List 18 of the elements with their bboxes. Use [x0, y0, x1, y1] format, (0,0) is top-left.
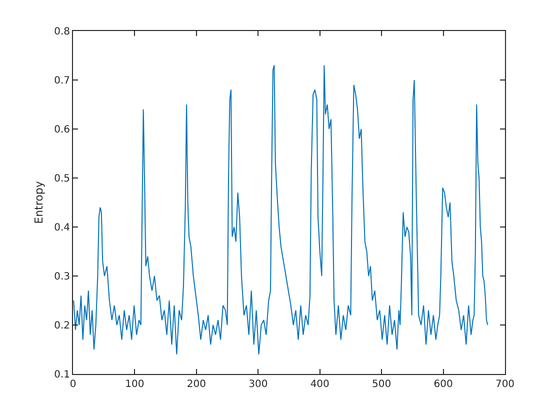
x-tick-label: 0	[70, 379, 76, 390]
line-series	[73, 64, 488, 355]
y-tick-label: 0.2	[54, 320, 70, 332]
y-tick-label: 0.1	[54, 370, 70, 380]
x-tick-label: 700	[495, 379, 515, 390]
x-tick-label: 600	[434, 379, 453, 390]
y-tick-label: 0.8	[54, 26, 70, 38]
x-tick-label: 300	[248, 379, 268, 390]
x-tick-label: 100	[125, 379, 144, 390]
x-tick-label: 500	[372, 379, 392, 390]
x-tick-label: 400	[310, 379, 330, 390]
x-tick-label: 200	[186, 379, 206, 390]
y-tick-label: 0.3	[54, 272, 70, 282]
y-tick-label: 0.6	[54, 124, 70, 136]
y-tick-label: 0.5	[54, 174, 70, 184]
y-tick-label: 0.7	[54, 76, 70, 86]
y-tick-label: 0.4	[54, 222, 70, 234]
y-axis-title: Entropy	[32, 180, 46, 224]
